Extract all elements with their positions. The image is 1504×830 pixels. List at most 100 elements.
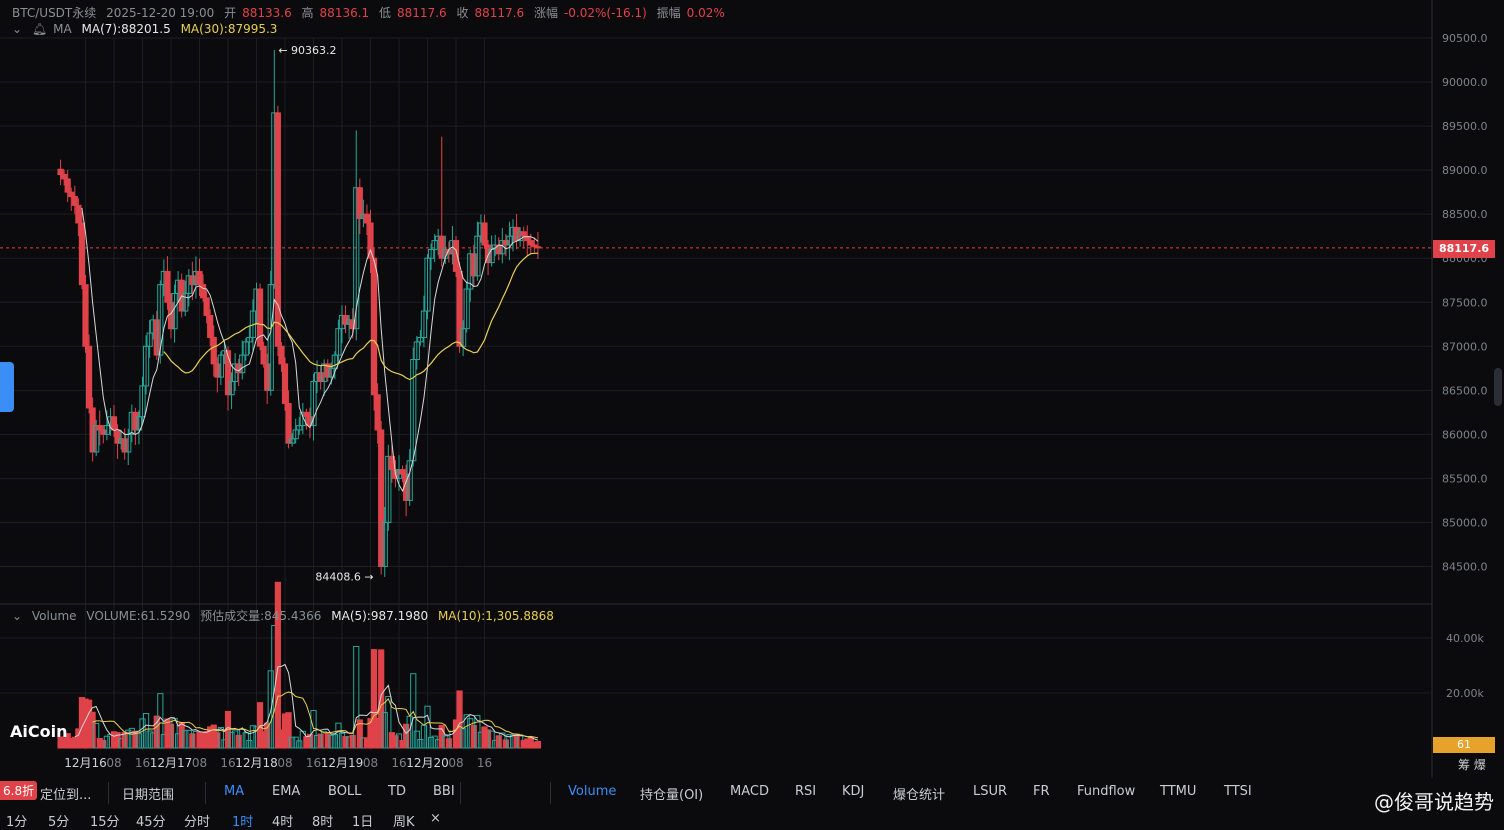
time-tick-label: 16 xyxy=(391,756,406,770)
volume-bar xyxy=(370,649,378,749)
volume-bar xyxy=(353,645,360,749)
toolbar-item-6[interactable]: BBI xyxy=(433,784,455,799)
candle-body xyxy=(246,336,253,343)
toolbar-item-12[interactable]: 爆仓统计 xyxy=(893,788,946,803)
high-value: 88136.1 xyxy=(319,6,370,20)
timeframe-2[interactable]: 15分 xyxy=(90,815,120,830)
bell-icon[interactable]: 🔔︎ xyxy=(31,22,48,36)
toolbar-item-2[interactable]: MA xyxy=(224,784,245,799)
candle-body xyxy=(68,191,75,198)
candle-body xyxy=(93,425,100,453)
chart-canvas[interactable]: 84500.0 85000.0 85500.0 86000.0 86500.0 87000… xyxy=(0,0,1504,778)
volume-bar xyxy=(534,740,542,749)
price-tick-label: 85000.0 xyxy=(1442,516,1488,529)
volume-bar xyxy=(100,739,107,749)
candle-body xyxy=(310,381,317,427)
toolbar-item-16[interactable]: TTMU xyxy=(1160,784,1197,799)
liquidation-button[interactable]: 爆 xyxy=(1473,758,1486,772)
candle-body xyxy=(214,363,221,378)
time-tick-label: 08 xyxy=(448,756,463,770)
candle-body xyxy=(370,257,378,396)
toolbar-item-11[interactable]: KDJ xyxy=(842,784,865,799)
discount-badge[interactable]: 6.8折 xyxy=(0,781,38,800)
toolbar-item-0[interactable]: 定位到... xyxy=(40,788,92,803)
collapse-icon[interactable]: ⌄ xyxy=(12,22,23,36)
toolbar-item-10[interactable]: RSI xyxy=(795,784,817,799)
toolbar-item-8[interactable]: 持仓量(OI) xyxy=(640,788,704,803)
volume-bar xyxy=(289,736,296,749)
toolbar-item-1[interactable]: 日期范围 xyxy=(122,788,175,803)
toolbar-item-17[interactable]: TTSI xyxy=(1224,784,1252,799)
candle-body xyxy=(278,345,285,365)
amp-value: 0.02% xyxy=(686,6,725,20)
toolbar-item-9[interactable]: MACD xyxy=(730,784,769,799)
volume-bar xyxy=(125,729,132,749)
ma7-value: MA(7):88201.5 xyxy=(81,22,171,36)
time-tick-label: 16 xyxy=(306,756,321,770)
price-tick-label: 87000.0 xyxy=(1442,340,1488,353)
price-tick-label: 90000.0 xyxy=(1442,76,1488,89)
price-tick-label: 86000.0 xyxy=(1442,428,1488,441)
volume-bar xyxy=(502,739,509,749)
candle-body xyxy=(100,429,107,435)
toolbar-item-13[interactable]: LSUR xyxy=(973,784,1008,799)
timeframe-8[interactable]: 1日 xyxy=(352,815,374,830)
candle-body xyxy=(217,354,224,378)
scroll-handle[interactable] xyxy=(1494,368,1502,406)
timeframe-4[interactable]: 分时 xyxy=(184,815,211,830)
candle-body xyxy=(381,521,388,567)
volume-bar xyxy=(217,726,224,749)
volume-bar xyxy=(285,712,292,749)
time-tick-label: 16 xyxy=(477,756,492,770)
volume-bar xyxy=(246,739,253,749)
ma-legend: ⌄ 🔔︎ MA MA(7):88201.5 MA(30):87995.3 xyxy=(12,22,283,36)
collapse-icon[interactable]: ⌄ xyxy=(12,609,23,623)
volume-bar xyxy=(167,723,175,749)
volume-bar xyxy=(249,725,257,749)
volume-bar xyxy=(267,670,274,749)
time-tick-label: 12月18 xyxy=(235,756,278,770)
timeframe-0[interactable]: 1分 xyxy=(6,815,28,830)
toolbar-item-14[interactable]: FR xyxy=(1033,784,1050,799)
volume-bar xyxy=(420,724,428,749)
timeframe-9[interactable]: 周K xyxy=(393,815,415,830)
toolbar-item-3[interactable]: EMA xyxy=(272,784,301,799)
timeframe-5[interactable]: 1时 xyxy=(232,815,254,830)
volume-bar xyxy=(506,734,513,749)
candle-body xyxy=(374,394,381,431)
volume-bar xyxy=(463,714,470,749)
change-label: 涨幅 xyxy=(533,6,558,20)
timeframe-10[interactable]: × xyxy=(430,811,441,826)
candle-body xyxy=(146,332,153,347)
amp-label: 振幅 xyxy=(656,6,681,20)
candle-body xyxy=(239,354,246,374)
candle-body xyxy=(484,244,492,264)
volume-bar xyxy=(214,732,221,749)
candle-body xyxy=(171,292,178,330)
time-tick-label: 12月16 xyxy=(64,756,107,770)
time-tick-label: 12月19 xyxy=(321,756,364,770)
candle-body xyxy=(531,244,538,248)
candle-body xyxy=(506,235,513,246)
timeframe-6[interactable]: 4时 xyxy=(272,815,294,830)
toolbar-item-15[interactable]: Fundflow xyxy=(1077,784,1136,799)
toolbar-item-5[interactable]: TD xyxy=(388,784,406,799)
candle-body xyxy=(82,284,89,347)
candle-body xyxy=(427,248,435,259)
expand-panel-handle[interactable] xyxy=(0,362,14,412)
chip-button[interactable]: 筹 xyxy=(1458,758,1471,772)
volume-bar xyxy=(292,736,299,749)
candle-body xyxy=(157,284,164,356)
timeframe-7[interactable]: 8时 xyxy=(312,815,334,830)
toolbar-item-7[interactable]: Volume xyxy=(568,784,617,799)
toolbar-item-4[interactable]: BOLL xyxy=(328,784,362,799)
volume-bar xyxy=(445,738,452,749)
timeframe-1[interactable]: 5分 xyxy=(48,815,70,830)
candle-body xyxy=(57,168,64,176)
timeframe-3[interactable]: 45分 xyxy=(136,815,166,830)
corner-buttons[interactable]: 筹 爆 xyxy=(1458,756,1486,773)
candle-body xyxy=(335,328,342,356)
candle-body xyxy=(353,187,360,330)
vol-ma5: MA(5):987.1980 xyxy=(331,609,429,623)
volume-bar xyxy=(139,718,146,749)
